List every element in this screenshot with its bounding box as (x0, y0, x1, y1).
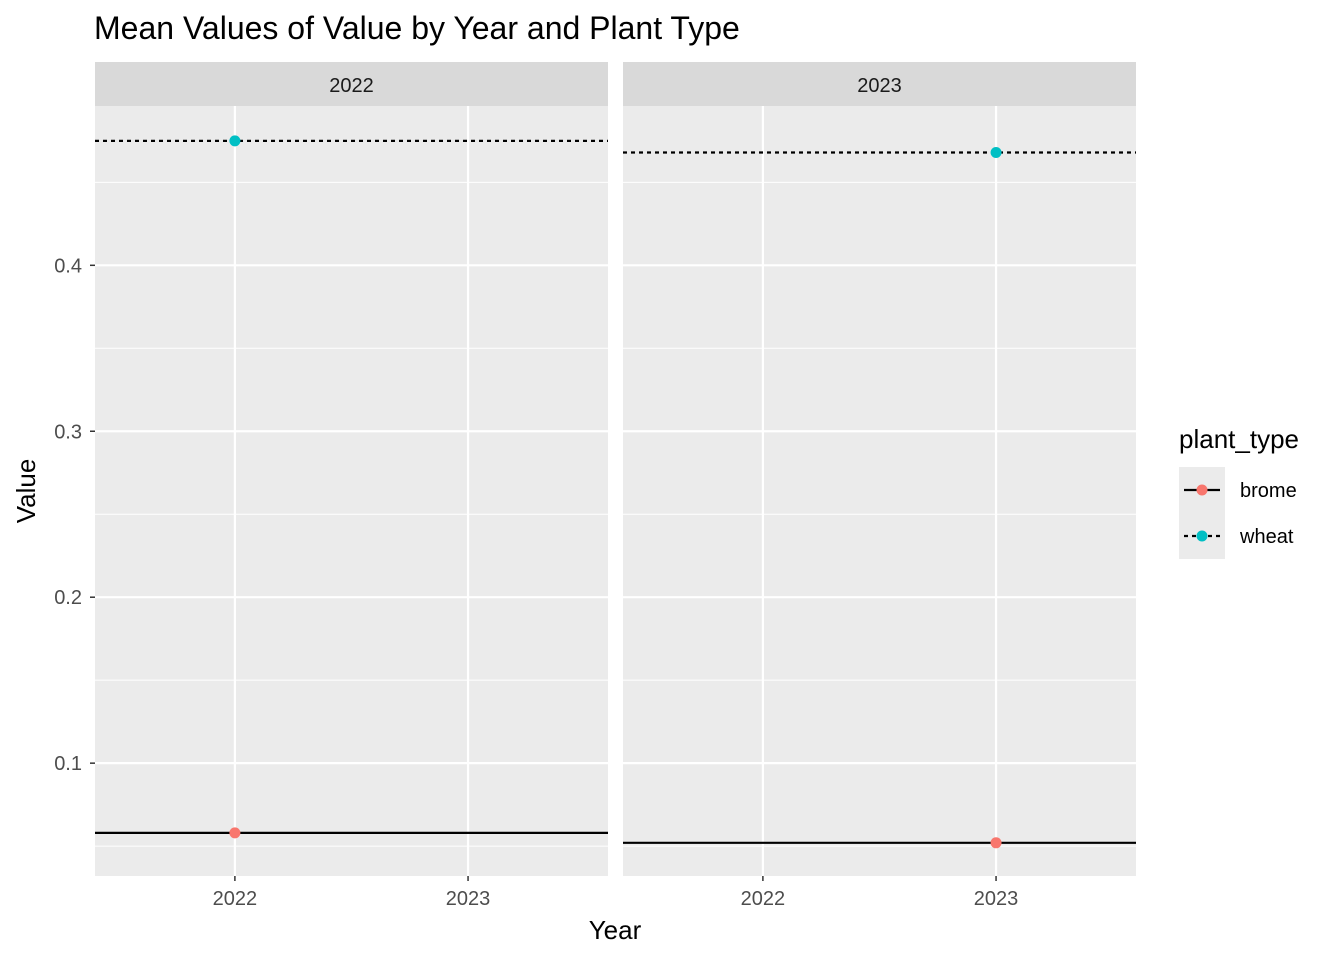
data-point-brome (229, 827, 241, 839)
data-point-wheat (229, 135, 241, 147)
facet-panels: 2022 2022 2023 2023 2022 2023 (95, 62, 1136, 910)
y-tick-label: 0.1 (54, 753, 82, 775)
legend-entry-wheat: wheat (1179, 513, 1294, 559)
facet-strip-label: 2022 (329, 75, 374, 97)
legend-key-point (1196, 530, 1208, 542)
facet-strip-label: 2023 (857, 75, 902, 97)
y-tick-label: 0.2 (54, 587, 82, 609)
facet-panel-2023: 2023 2022 2023 (623, 62, 1136, 910)
x-tick-label: 2023 (974, 888, 1019, 910)
legend-key-point (1196, 484, 1208, 496)
x-tick-label: 2023 (446, 888, 491, 910)
facet-strip (623, 62, 1136, 106)
legend-label: wheat (1239, 526, 1294, 548)
x-tick-label: 2022 (213, 888, 258, 910)
y-axis: 0.1 0.2 0.3 0.4 (54, 255, 95, 775)
data-point-wheat (990, 146, 1002, 158)
data-point-brome (990, 837, 1002, 849)
chart-title: Mean Values of Value by Year and Plant T… (94, 10, 740, 46)
legend-title: plant_type (1179, 424, 1299, 454)
y-tick-label: 0.4 (54, 255, 82, 277)
y-axis-title: Value (11, 459, 41, 524)
legend-entry-brome: brome (1179, 467, 1297, 513)
facet-strip (95, 62, 608, 106)
x-tick-label: 2022 (741, 888, 786, 910)
legend-label: brome (1240, 480, 1297, 502)
x-axis-title: Year (589, 915, 642, 945)
panel-background (95, 106, 608, 876)
facet-panel-2022: 2022 2022 2023 (95, 62, 608, 910)
panel-background (623, 106, 1136, 876)
y-tick-label: 0.3 (54, 421, 82, 443)
